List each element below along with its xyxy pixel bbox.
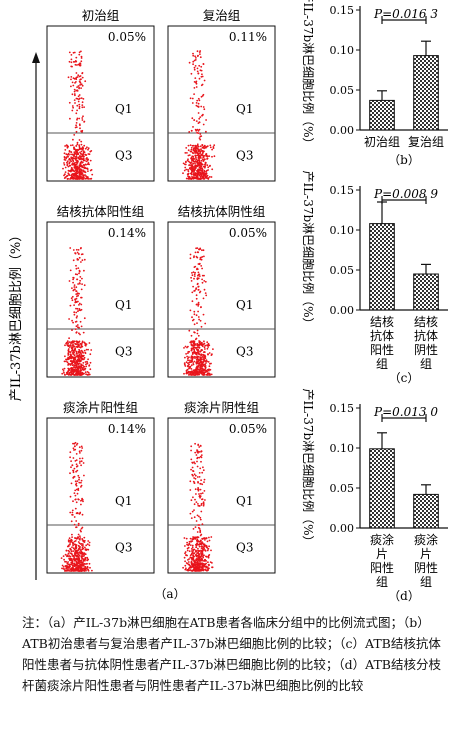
flow-panel-label: （a） xyxy=(154,587,185,601)
event-dots xyxy=(62,50,94,180)
bar xyxy=(413,493,439,529)
flow-plot: 痰涂片阳性组 0.14% Q1 Q3 xyxy=(46,400,155,574)
x-category-label: 结核抗体阴性组 xyxy=(414,315,438,371)
flow-plot-frame xyxy=(167,25,276,182)
flow-plot-title: 初治组 xyxy=(82,8,120,23)
y-tick-label: 0.00 xyxy=(330,522,355,535)
bar xyxy=(369,223,395,311)
quadrant-label-lower: Q3 xyxy=(236,148,253,162)
quadrant-label-upper: Q1 xyxy=(115,102,132,116)
event-dots xyxy=(61,247,93,376)
y-tick-label: 0.10 xyxy=(330,224,355,237)
x-category-label: 痰涂片阴性组 xyxy=(414,532,438,589)
flow-plot-percent: 0.05% xyxy=(108,30,146,44)
quadrant-label-upper: Q1 xyxy=(236,494,253,508)
quadrant-label-upper: Q1 xyxy=(236,102,253,116)
y-tick-label: 0.00 xyxy=(330,124,355,137)
y-tick-label: 0.10 xyxy=(330,44,355,57)
y-tick-label: 0.05 xyxy=(330,264,355,277)
p-value-label: P=0.016 3 xyxy=(373,7,438,21)
flow-plot: 结核抗体阴性组 0.05% Q1 Q3 xyxy=(167,204,276,378)
p-value-label: P=0.008 9 xyxy=(373,187,438,201)
y-tick-label: 0.10 xyxy=(330,442,355,455)
caption-text: 注：（a）产IL-37b淋巴细胞在ATB患者各临床分组中的比例流式图；（b）AT… xyxy=(22,615,441,693)
p-value-label: P=0.013 0 xyxy=(373,405,438,419)
event-dots xyxy=(60,441,93,572)
flow-y-axis xyxy=(32,52,40,580)
bar-chart: 产IL-37b淋巴细胞比例（%） 0.00 0.05 0.10 0.15 结核抗体阳性组结… xyxy=(301,170,448,385)
bar-panel-label: （c） xyxy=(389,371,420,385)
flow-plot-percent: 0.11% xyxy=(229,30,267,44)
flow-plot-percent: 0.05% xyxy=(229,226,267,240)
figure-caption: 注：（a）产IL-37b淋巴细胞在ATB患者各临床分组中的比例流式图；（b）AT… xyxy=(22,612,450,696)
y-tick-label: 0.05 xyxy=(330,482,355,495)
x-category-label: 结核抗体阳性组 xyxy=(370,315,394,371)
x-category-label: 复治组 xyxy=(408,135,444,149)
quadrant-label-upper: Q1 xyxy=(236,298,253,312)
flow-plot-title: 痰涂片阴性组 xyxy=(184,400,259,415)
flow-plot: 痰涂片阴性组 0.05% Q1 Q3 xyxy=(167,400,276,574)
bar xyxy=(369,448,395,529)
flow-plot-frame xyxy=(46,25,155,182)
y-tick-label: 0.15 xyxy=(330,402,355,415)
flow-plot-percent: 0.14% xyxy=(108,422,146,436)
y-tick-label: 0.15 xyxy=(330,184,355,197)
flow-plot-title: 结核抗体阳性组 xyxy=(57,204,145,219)
event-dots xyxy=(182,50,216,180)
bar-panel-label: （b） xyxy=(388,153,420,167)
bar xyxy=(413,273,439,311)
bar-chart: 产IL-37b淋巴细胞比例（%） 0.00 0.05 0.10 0.15 痰涂片阳性组痰涂… xyxy=(301,388,448,603)
flow-plots: 初治组 0.05% Q1 Q3 复治组 0.11% Q1 Q3 结核抗体阳性组 0.14% Q1 Q3… xyxy=(46,8,276,574)
quadrant-label-upper: Q1 xyxy=(115,298,132,312)
flow-plot-title: 结核抗体阴性组 xyxy=(178,204,266,219)
bar xyxy=(413,55,439,131)
y-tick-label: 0.00 xyxy=(330,304,355,317)
event-dots xyxy=(182,442,214,572)
quadrant-label-lower: Q3 xyxy=(236,344,253,358)
bar-chart-ylabel: 产IL-37b淋巴细胞比例（%） xyxy=(301,0,315,150)
bar-charts: 产IL-37b淋巴细胞比例（%） 0.00 0.05 0.10 0.15 初治组 复治组 P=… xyxy=(301,0,448,603)
bar-panel-label: （d） xyxy=(388,589,420,603)
bar-chart: 产IL-37b淋巴细胞比例（%） 0.00 0.05 0.10 0.15 初治组 复治组 P=… xyxy=(301,0,448,167)
flow-plot-frame xyxy=(46,417,155,574)
bar xyxy=(369,99,395,131)
x-category-label: 痰涂片阳性组 xyxy=(370,532,394,589)
quadrant-label-lower: Q3 xyxy=(115,344,132,358)
flow-y-axis-label: 产IL-37b淋巴细胞比例（%） xyxy=(9,229,24,401)
flow-plot-title: 复治组 xyxy=(203,8,241,23)
flow-plot: 结核抗体阳性组 0.14% Q1 Q3 xyxy=(46,204,155,378)
flow-plot-frame xyxy=(46,221,155,378)
quadrant-label-upper: Q1 xyxy=(115,494,132,508)
flow-plot-percent: 0.14% xyxy=(108,226,146,240)
flow-plot-frame xyxy=(167,221,276,378)
figure: 产IL-37b淋巴细胞比例（%） 初治组 0.05% Q1 Q3 复治组 0.11% Q1 Q… xyxy=(9,0,448,603)
x-category-label: 初治组 xyxy=(364,135,400,149)
event-dots xyxy=(183,247,214,376)
bar-chart-ylabel: 产IL-37b淋巴细胞比例（%） xyxy=(301,388,315,547)
bar-chart-ylabel: 产IL-37b淋巴细胞比例（%） xyxy=(301,170,315,329)
quadrant-label-lower: Q3 xyxy=(115,540,132,554)
y-tick-label: 0.15 xyxy=(330,4,355,17)
flow-plot-title: 痰涂片阳性组 xyxy=(63,400,138,415)
flow-plot-percent: 0.05% xyxy=(229,422,267,436)
quadrant-label-lower: Q3 xyxy=(236,540,253,554)
y-tick-label: 0.05 xyxy=(330,84,355,97)
flow-plot: 复治组 0.11% Q1 Q3 xyxy=(167,8,276,182)
flow-plot: 初治组 0.05% Q1 Q3 xyxy=(46,8,155,182)
flow-plot-frame xyxy=(167,417,276,574)
quadrant-label-lower: Q3 xyxy=(115,148,132,162)
